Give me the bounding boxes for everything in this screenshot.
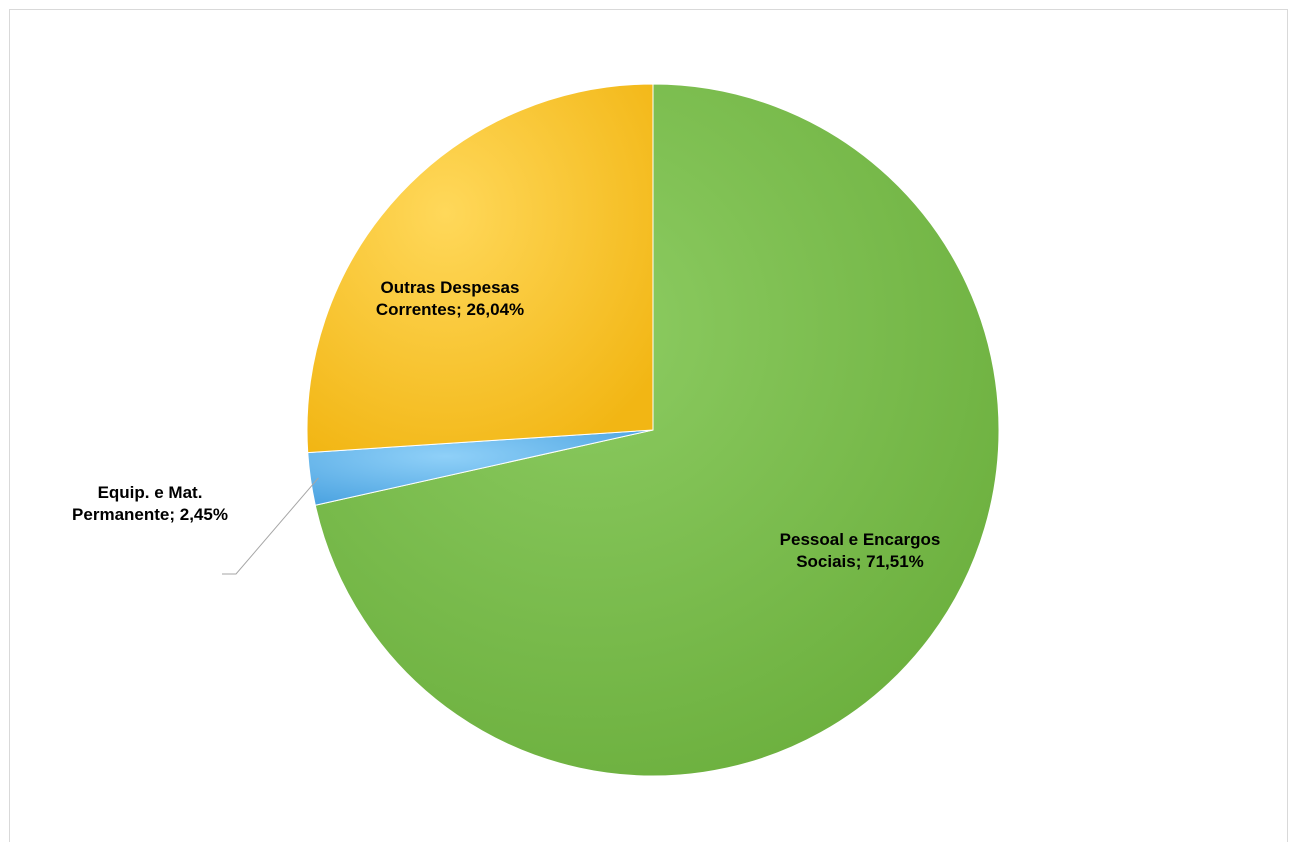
slice-label-line: Permanente; 2,45% (72, 505, 228, 524)
slice-label-line: Correntes; 26,04% (376, 300, 524, 319)
slice-label-line: Outras Despesas (381, 278, 520, 297)
slice-label-3: Outras Despesas Correntes; 26,04% (376, 278, 524, 319)
pie-slice-3 (306, 83, 654, 454)
slice-label-1: Pessoal e Encargos Sociais; 71,51% (780, 530, 941, 571)
slice-label-line: Equip. e Mat. (98, 483, 203, 502)
pie-slices (306, 83, 1000, 777)
slice-label-2: Equip. e Mat. Permanente; 2,45% (72, 483, 228, 524)
slice-label-line: Pessoal e Encargos (780, 530, 941, 549)
pie-slice-1 (314, 83, 1000, 777)
slice-label-line: Sociais; 71,51% (796, 552, 924, 571)
leader-line-equip (222, 477, 319, 575)
slice-labels: Pessoal e Encargos Sociais; 71,51% Equip. … (72, 278, 940, 571)
leader-lines (222, 477, 319, 575)
